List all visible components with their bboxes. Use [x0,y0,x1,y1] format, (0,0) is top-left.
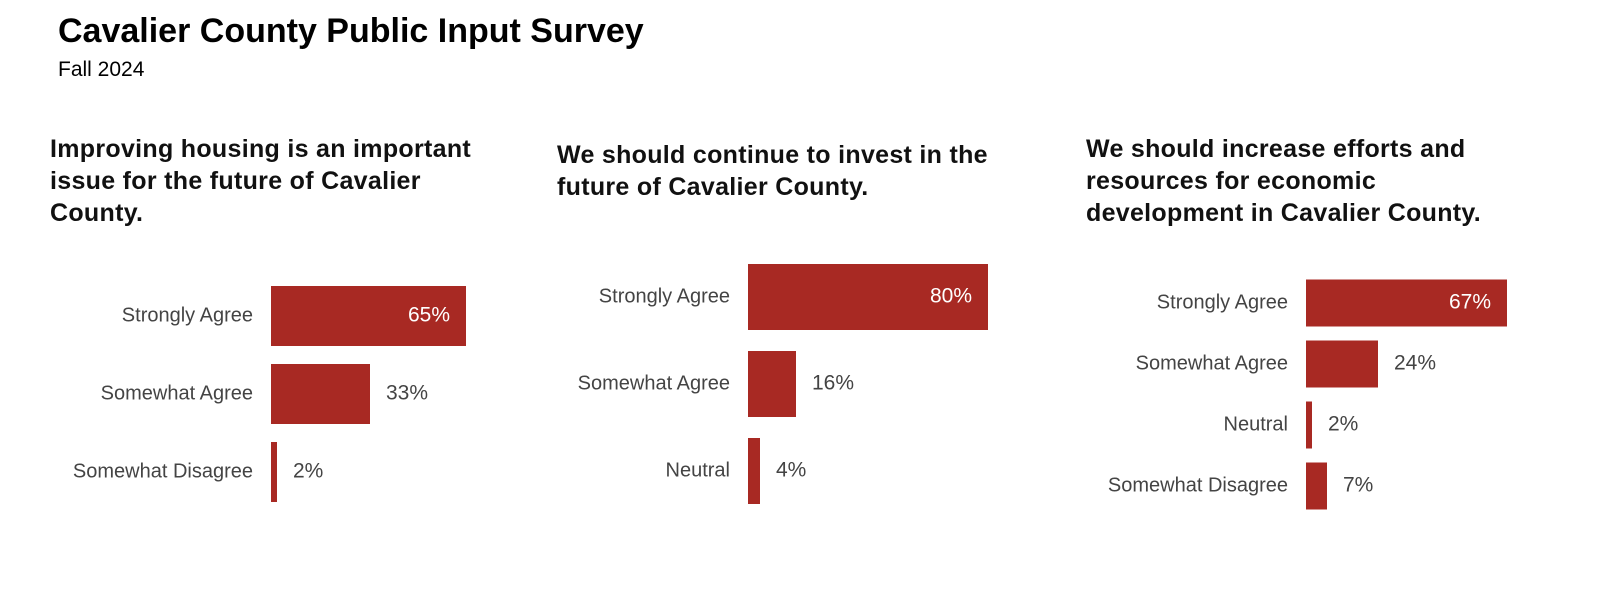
page-subtitle: Fall 2024 [58,58,145,81]
chart-title: Improving housing is an important issue … [50,135,472,227]
bar [271,364,370,424]
bar [1306,340,1378,388]
category-label: Somewhat Disagree [73,460,253,482]
bar [1306,462,1327,510]
category-label: Strongly Agree [599,285,730,307]
value-label: 80% [930,285,972,308]
bar [748,438,760,504]
bar [271,442,277,502]
page-title: Cavalier County Public Input Survey [58,12,644,50]
category-label: Somewhat Agree [101,382,253,404]
value-label: 2% [293,460,323,483]
value-label: 33% [386,382,428,405]
bar [1306,401,1312,449]
value-label: 65% [408,304,450,327]
value-label: 67% [1449,291,1491,314]
category-label: Neutral [666,459,730,481]
value-label: 7% [1343,474,1373,497]
bar [271,286,466,346]
value-label: 2% [1328,413,1358,436]
category-label: Somewhat Agree [1136,352,1288,374]
category-label: Somewhat Disagree [1108,474,1288,496]
category-label: Strongly Agree [122,304,253,326]
value-label: 16% [812,372,854,395]
bar [748,351,796,417]
category-label: Strongly Agree [1157,291,1288,313]
category-label: Neutral [1224,413,1288,435]
bar [748,264,988,330]
value-label: 24% [1394,352,1436,375]
category-label: Somewhat Agree [578,372,730,394]
chart-title: We should increase efforts and resources… [1086,135,1482,227]
chart-title: We should continue to invest in the futu… [557,141,988,201]
value-label: 4% [776,459,806,482]
bar [1306,279,1507,327]
